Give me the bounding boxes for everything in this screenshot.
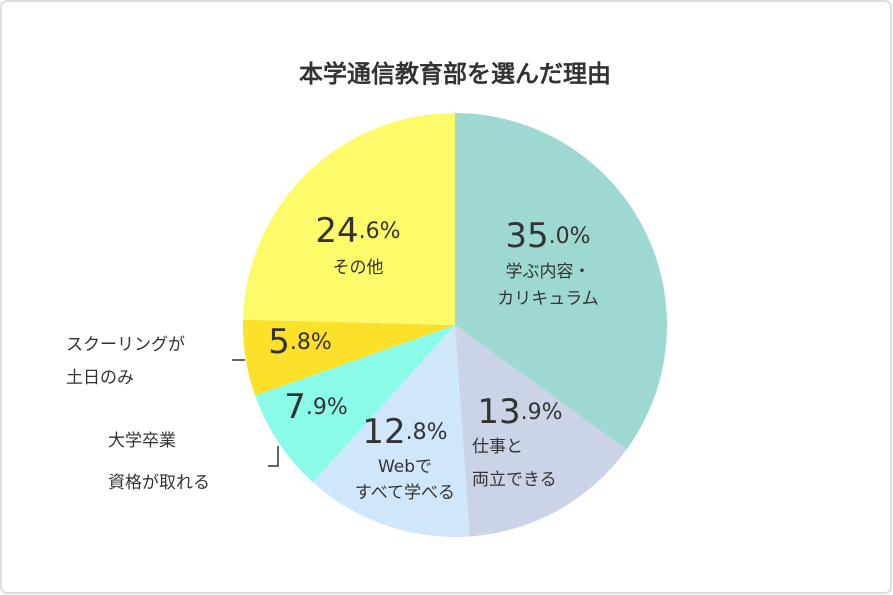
value-label: 5.8% [268,322,332,362]
category-label: 大学卒業資格が取れる [108,431,210,493]
value-label: 7.9% [284,387,348,427]
category-label: 仕事と両立できる [472,437,557,490]
value-label: 12.8% [362,412,447,452]
slices [243,113,667,537]
pie-slice [255,325,455,483]
pie-slice [455,113,667,450]
category-label: その他 [333,258,384,278]
category-label: 学ぶ内容・カリキュラム [497,262,599,309]
pie-slice [312,325,470,537]
pie-slice [455,325,627,537]
value-label: 24.6% [315,211,400,251]
pie-slice [243,113,455,325]
labels: 35.0% 学ぶ内容・カリキュラム 13.9% 仕事と両立できる 12.8% Webですべ… [66,211,599,504]
leader-line [268,446,279,467]
pie-slice [243,319,455,396]
category-label: Webですべて学べる [355,457,455,503]
chart-title: 本学通信教育部を選んだ理由 [299,60,611,88]
value-label: 13.9% [477,392,562,432]
category-label: スクーリングが土日のみ [66,335,185,388]
value-label: 35.0% [505,216,590,256]
